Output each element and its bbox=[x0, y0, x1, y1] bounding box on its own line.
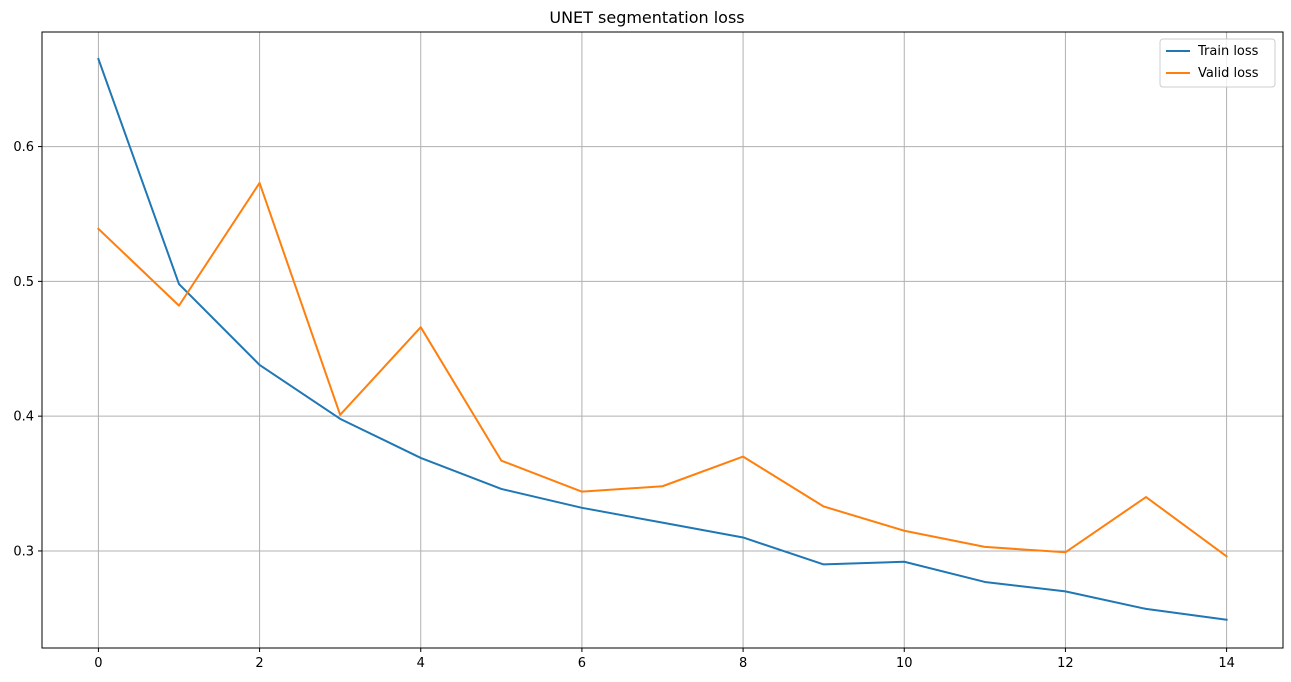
x-tick-label: 14 bbox=[1218, 656, 1235, 671]
y-tick-label: 0.6 bbox=[13, 140, 34, 155]
x-tick-label: 10 bbox=[896, 656, 913, 671]
x-tick-label: 8 bbox=[739, 656, 747, 671]
axis-ticks: 0 2 4 6 8 10 12 14 0.3 0.4 0.5 0.6 bbox=[13, 140, 1235, 671]
y-tick-label: 0.5 bbox=[13, 275, 34, 290]
plot-area-frame bbox=[41, 31, 1284, 649]
series-layer bbox=[96, 57, 1228, 621]
legend-label-valid-loss: Valid loss bbox=[1198, 66, 1259, 81]
series-line-train-loss bbox=[97, 57, 1228, 621]
chart-title: UNET segmentation loss bbox=[549, 8, 744, 27]
legend-label-train-loss: Train loss bbox=[1197, 44, 1259, 59]
x-tick-label: 2 bbox=[255, 656, 263, 671]
x-tick-label: 6 bbox=[578, 656, 586, 671]
y-tick-label: 0.4 bbox=[13, 410, 34, 425]
legend: Train loss Valid loss bbox=[1159, 38, 1276, 88]
x-tick-label: 0 bbox=[94, 656, 102, 671]
x-tick-label: 12 bbox=[1057, 656, 1074, 671]
y-tick-label: 0.3 bbox=[13, 544, 34, 559]
x-tick-label: 4 bbox=[417, 656, 425, 671]
grid bbox=[42, 32, 1283, 648]
